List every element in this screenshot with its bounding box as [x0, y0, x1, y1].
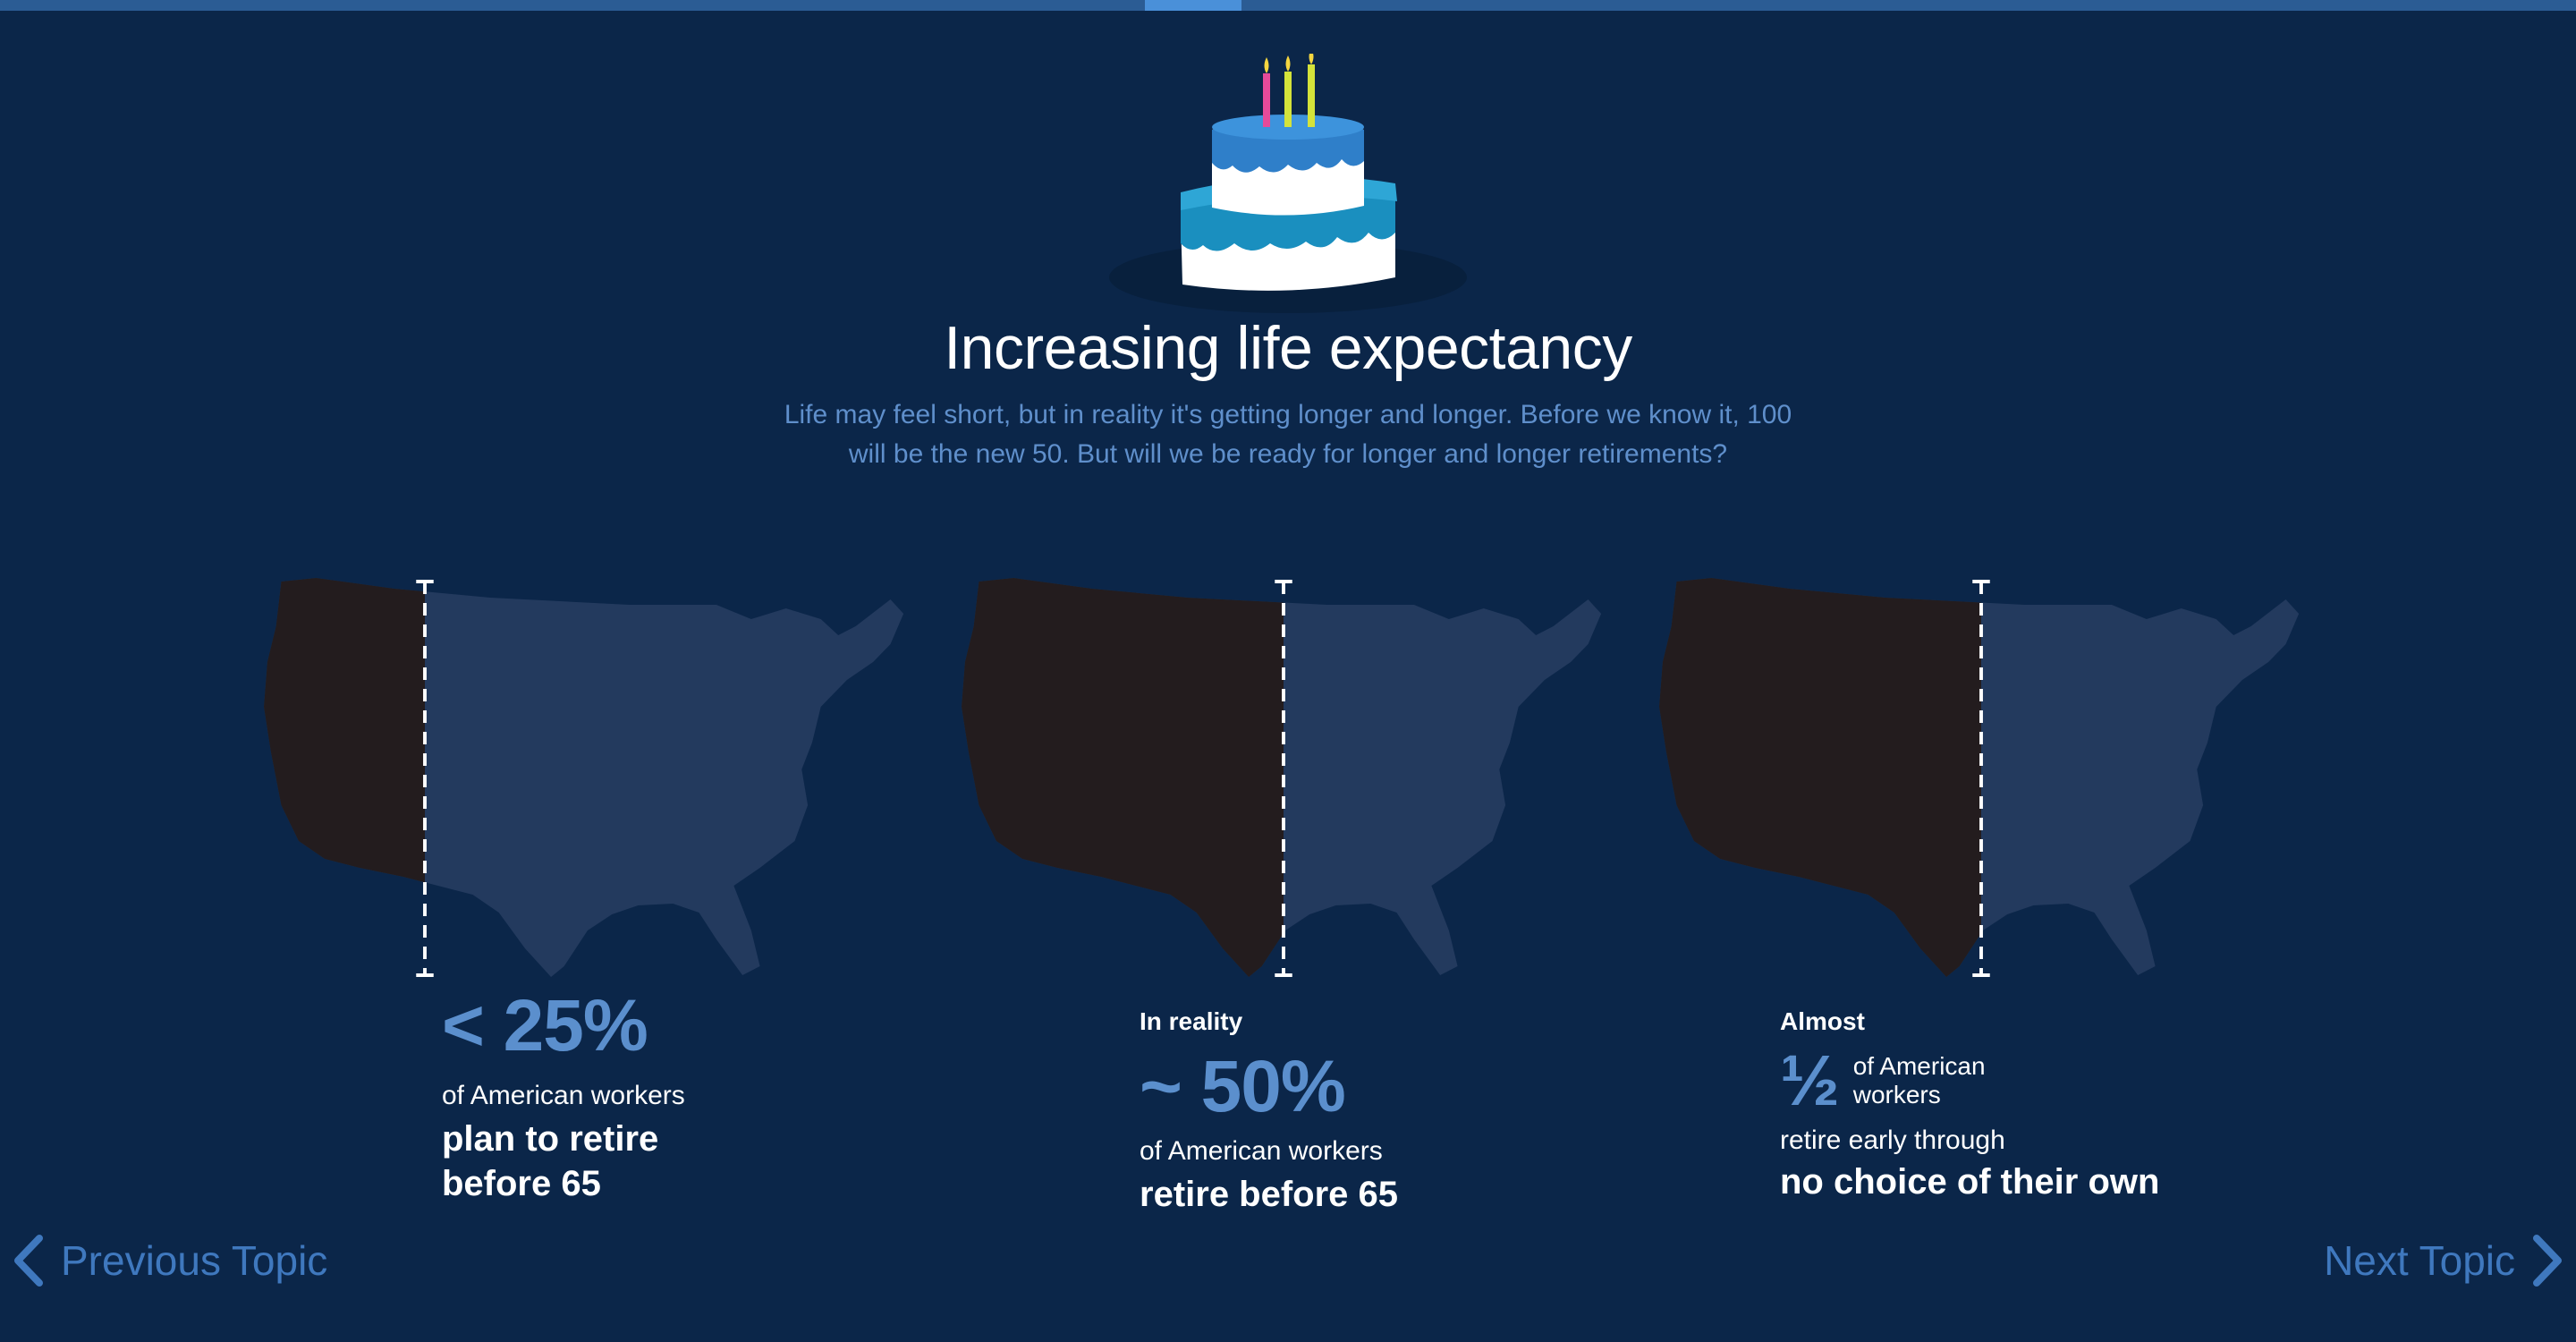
stat-small-text: of American workers — [442, 1081, 685, 1110]
chevron-left-icon — [14, 1235, 43, 1287]
stat-half-text: of American workers — [1852, 1052, 1986, 1108]
stat-half-row: ½ of American workers — [1780, 1045, 2227, 1117]
us-map-3 — [1659, 578, 2300, 977]
progress-track — [0, 0, 2576, 11]
next-topic-link[interactable]: Next Topic — [2324, 1233, 2567, 1288]
us-map-2 — [962, 578, 1602, 977]
chevron-right-icon — [2533, 1235, 2562, 1287]
stat-pre-label: In reality — [1140, 1007, 1243, 1035]
stat-block-3: Almost ½ of American workers retire earl… — [1780, 1007, 2227, 1204]
stat-bold-text: plan to retire — [442, 1119, 659, 1159]
stat-value: < 25% — [442, 985, 648, 1066]
stat-bold-text: retire before 65 — [1140, 1175, 1399, 1214]
stat-block-1: < 25% of American workers plan to retire… — [442, 990, 800, 1206]
previous-topic-link[interactable]: Previous Topic — [9, 1233, 327, 1288]
progress-current-segment — [1145, 0, 1241, 11]
stat-small-text: of American workers — [1140, 1136, 1383, 1166]
us-map-1 — [264, 578, 904, 977]
stat-block-2: In reality ~ 50% of American workers ret… — [1140, 1007, 1551, 1217]
next-topic-label: Next Topic — [2324, 1237, 2515, 1284]
page-subtitle: Life may feel short, but in reality it's… — [784, 400, 1792, 469]
stat-value: ~ 50% — [1140, 1046, 1346, 1127]
stat-bold-text: no choice of their own — [1780, 1162, 2160, 1202]
page-title: Increasing life expectancy — [944, 314, 1632, 382]
stat-value: ½ — [1780, 1040, 1840, 1120]
stat-bold-text: before 65 — [442, 1164, 601, 1203]
birthday-cake-icon — [1109, 48, 1467, 322]
previous-topic-label: Previous Topic — [61, 1237, 328, 1284]
stat-small-text: retire early through — [1780, 1125, 2005, 1155]
stat-pre-label: Almost — [1780, 1007, 1865, 1035]
